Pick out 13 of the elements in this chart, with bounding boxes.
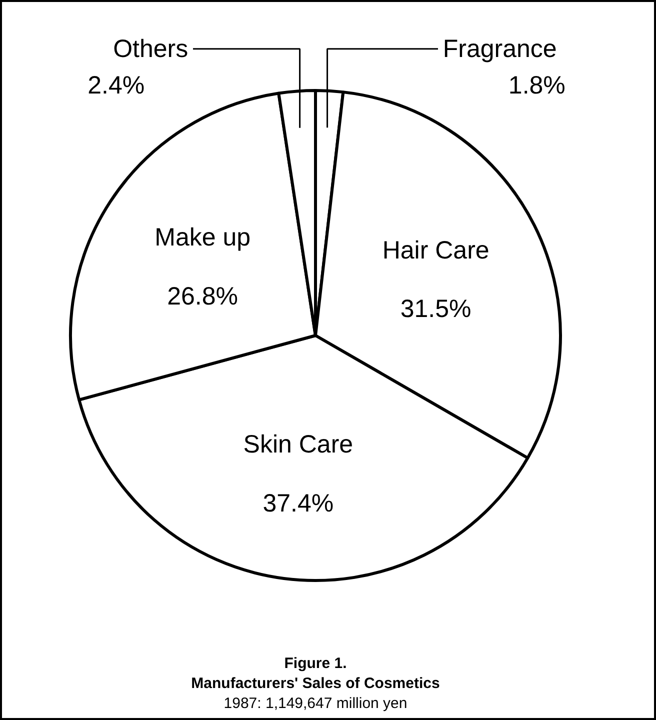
slice-label: Skin Care	[243, 430, 354, 459]
data-label: 31.5%	[400, 295, 472, 324]
data-label: 37.4%	[262, 489, 334, 518]
data-label: 26.8%	[167, 282, 238, 310]
text: Manufacturers' Sales of Cosmetics	[191, 675, 440, 692]
slice-label: Make up	[154, 223, 251, 252]
slice-label: Hair Care	[382, 236, 490, 264]
data-label: 2.4%	[88, 72, 145, 100]
text: 1987: 1,149,647 million yen	[224, 695, 408, 712]
text: Figure 1.	[284, 655, 347, 672]
data-label: 1.8%	[508, 72, 566, 100]
slice-label: Others	[113, 34, 188, 63]
slice-label: Fragrance	[442, 34, 557, 63]
